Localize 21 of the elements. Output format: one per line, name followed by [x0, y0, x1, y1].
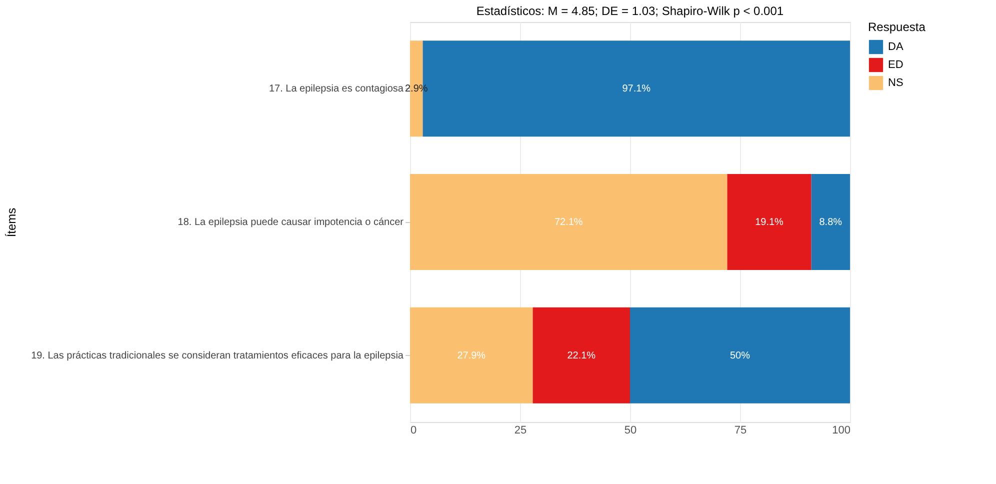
- x-tick-label: 75: [734, 424, 747, 436]
- data-label: 27.9%: [457, 350, 486, 362]
- x-tick-label: 50: [624, 424, 637, 436]
- chart-title: Estadísticos: M = 4.85; DE = 1.03; Shapiro-Wilk p < 0.001: [476, 4, 784, 18]
- data-label: 19.1%: [755, 217, 784, 228]
- legend-label: NS: [888, 77, 904, 89]
- x-tick-label: 25: [514, 424, 527, 436]
- x-tick-label: 100: [832, 424, 850, 436]
- data-label: 50%: [730, 350, 750, 362]
- x-tick-label: 0: [410, 424, 417, 436]
- legend-title: Respuesta: [868, 20, 926, 34]
- data-label: 8.8%: [819, 217, 842, 228]
- legend-label: ED: [888, 59, 904, 71]
- legend-label: DA: [888, 41, 904, 53]
- y-tick-label: 18. La epilepsia puede causar impotencia o cáncer: [178, 217, 404, 228]
- data-label: 72.1%: [554, 217, 583, 228]
- y-tick-label: 17. La epilepsia es contagiosa: [268, 84, 404, 95]
- y-axis-title: Ítems: [4, 208, 18, 238]
- data-label: 97.1%: [622, 84, 651, 95]
- y-tick-label: 19. Las prácticas tradicionales se consideran tratamientos eficaces para la epilepsia: [31, 350, 404, 362]
- data-label: 22.1%: [567, 350, 596, 362]
